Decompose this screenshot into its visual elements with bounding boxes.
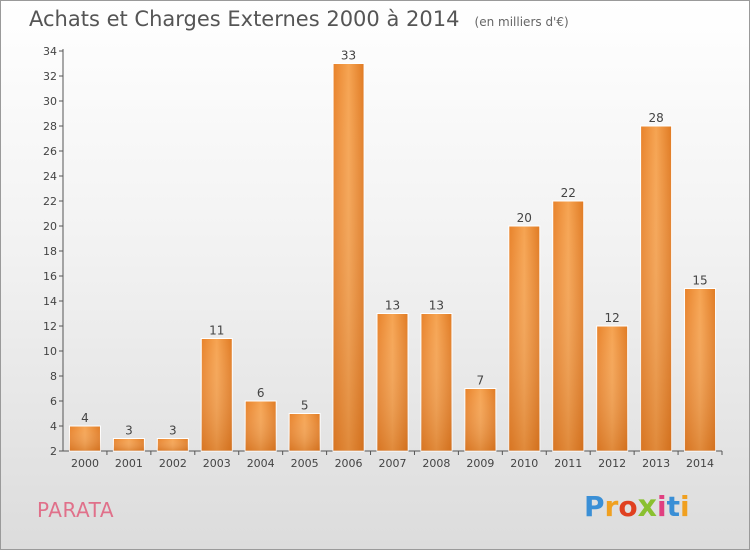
y-tick-label: 32 (43, 70, 57, 83)
logo-letter: t (666, 490, 680, 523)
x-tick-label: 2001 (115, 457, 143, 470)
bar-shade-2001 (113, 438, 145, 451)
data-label-2014: 15 (692, 274, 707, 288)
data-label-2010: 20 (517, 211, 532, 225)
proxiti-logo: Proxiti (584, 489, 690, 524)
commune-name: PARATA (37, 498, 115, 522)
bar-shade-2012 (596, 326, 628, 451)
chart-subtitle: (en milliers d'€) (474, 15, 569, 29)
y-tick-label: 34 (43, 45, 57, 58)
x-tick-label: 2005 (291, 457, 319, 470)
x-tick-label: 2010 (510, 457, 538, 470)
x-tick-label: 2008 (422, 457, 450, 470)
data-label-2007: 13 (385, 299, 400, 313)
bar-shade-2002 (157, 438, 189, 451)
data-label-2005: 5 (301, 399, 309, 413)
data-label-2013: 28 (648, 111, 663, 125)
y-tick-label: 20 (43, 220, 57, 233)
logo-letter: P (584, 490, 605, 523)
y-tick-label: 12 (43, 320, 57, 333)
bar-shade-2006 (333, 63, 365, 451)
bar-shade-2003 (201, 338, 233, 451)
bar-shade-2011 (552, 201, 584, 451)
data-label-2006: 33 (341, 49, 356, 63)
y-tick-label: 14 (43, 295, 57, 308)
x-tick-label: 2014 (686, 457, 714, 470)
bar-shade-2007 (377, 313, 408, 451)
x-tick-label: 2002 (159, 457, 187, 470)
bar-shade-2005 (289, 413, 321, 451)
bar-shade-2009 (464, 388, 496, 451)
logo-letter: r (604, 490, 619, 523)
data-label-2012: 12 (605, 311, 620, 325)
data-label-2003: 11 (209, 324, 224, 338)
y-tick-label: 8 (50, 370, 57, 383)
bar-shade-2010 (508, 226, 540, 451)
data-label-2004: 6 (257, 386, 265, 400)
y-tick-label: 2 (50, 445, 57, 458)
x-tick-label: 2011 (554, 457, 582, 470)
y-tick-label: 28 (43, 120, 57, 133)
data-label-2008: 13 (429, 299, 444, 313)
data-label-2002: 3 (169, 424, 177, 438)
y-tick-label: 16 (43, 270, 57, 283)
x-tick-label: 2003 (203, 457, 231, 470)
data-label-2009: 7 (477, 374, 485, 388)
y-tick-label: 6 (50, 395, 57, 408)
data-label-2001: 3 (125, 424, 133, 438)
x-tick-label: 2013 (642, 457, 670, 470)
x-tick-label: 2012 (598, 457, 626, 470)
y-tick-label: 4 (50, 420, 57, 433)
chart-title: Achats et Charges Externes 2000 à 2014 (29, 7, 460, 31)
x-tick-label: 2006 (335, 457, 363, 470)
logo-letter: o (618, 490, 638, 523)
bar-shade-2008 (420, 313, 452, 451)
y-tick-label: 22 (43, 195, 57, 208)
logo-letter: i (679, 490, 690, 523)
y-tick-label: 26 (43, 145, 57, 158)
y-tick-label: 10 (43, 345, 57, 358)
y-tick-label: 30 (43, 95, 57, 108)
data-label-2000: 4 (81, 411, 89, 425)
logo-letter: x (637, 489, 657, 524)
y-tick-label: 18 (43, 245, 57, 258)
x-tick-label: 2000 (71, 457, 99, 470)
x-tick-label: 2004 (247, 457, 275, 470)
bar-shade-2014 (684, 288, 716, 451)
bar-shade-2004 (245, 401, 277, 451)
bar-shade-2000 (69, 426, 101, 451)
x-tick-label: 2007 (379, 457, 407, 470)
chart-title-area: Achats et Charges Externes 2000 à 2014 (… (29, 7, 569, 31)
y-tick-label: 24 (43, 170, 57, 183)
logo-letter: i (656, 490, 667, 523)
data-label-2011: 22 (561, 186, 576, 200)
bar-shade-2013 (640, 126, 672, 451)
x-tick-label: 2009 (466, 457, 494, 470)
